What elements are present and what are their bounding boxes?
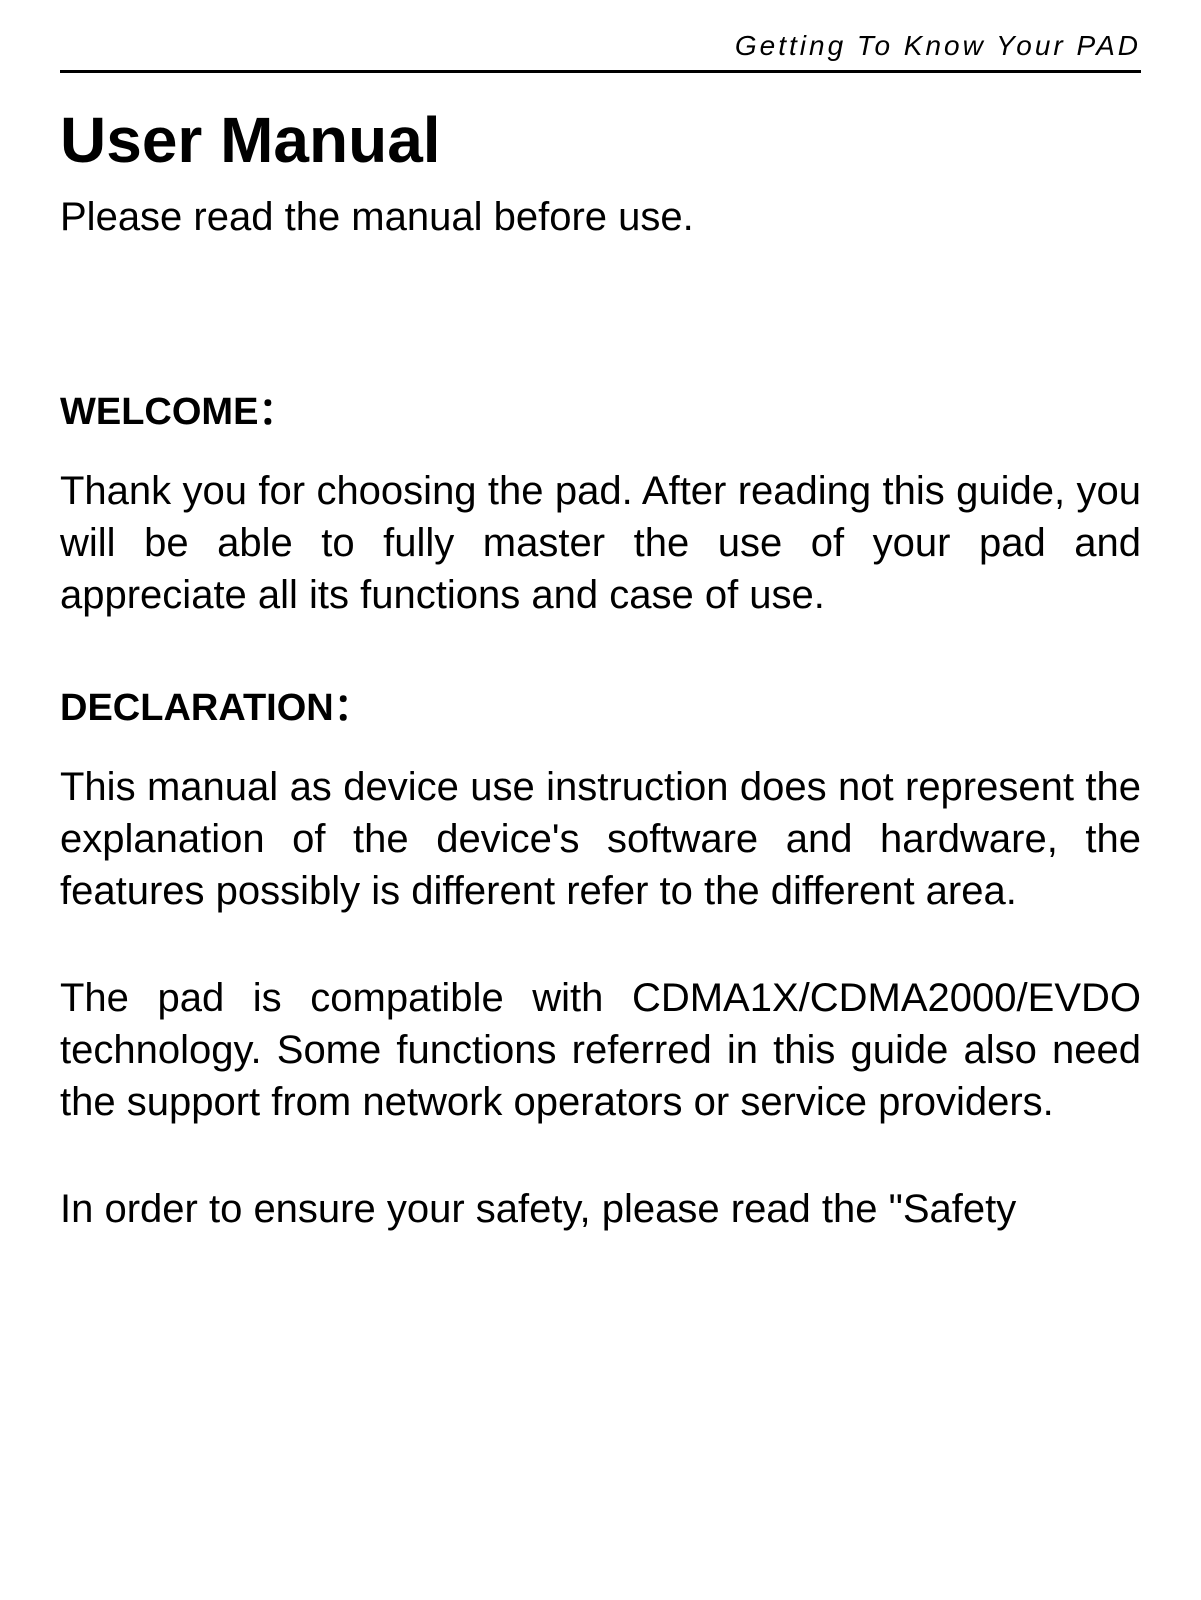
- document-subtitle: Please read the manual before use.: [60, 195, 1141, 240]
- document-title: User Manual: [60, 103, 1141, 177]
- declaration-paragraph-2: The pad is compatible with CDMA1X/CDMA20…: [60, 972, 1141, 1128]
- header-text: Getting To Know Your PAD: [735, 30, 1141, 61]
- page-header: Getting To Know Your PAD: [60, 30, 1141, 73]
- declaration-paragraph-3: In order to ensure your safety, please r…: [60, 1183, 1141, 1235]
- welcome-paragraph: Thank you for choosing the pad. After re…: [60, 465, 1141, 621]
- welcome-heading: WELCOME：: [60, 380, 1141, 435]
- declaration-heading: DECLARATION：: [60, 676, 1141, 731]
- declaration-paragraph-1: This manual as device use instruction do…: [60, 761, 1141, 917]
